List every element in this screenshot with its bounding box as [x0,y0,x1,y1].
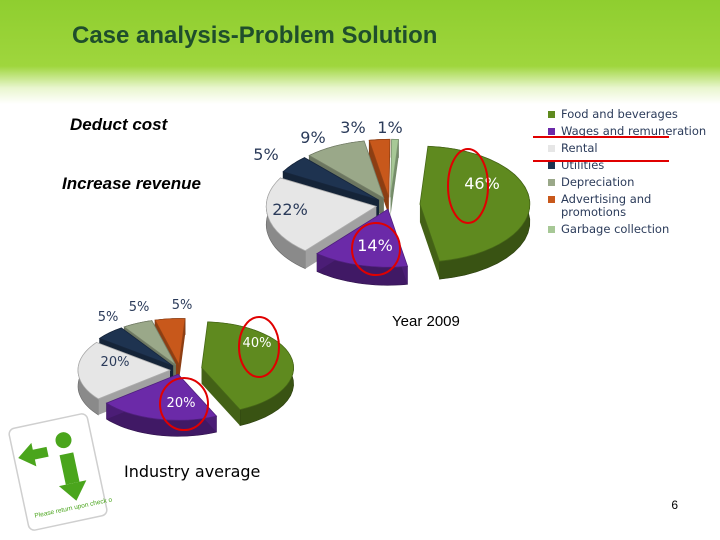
slice-label: 9% [300,128,325,147]
slice-wall [419,204,440,280]
info-icon: Please return upon check out [8,413,112,531]
slice-label: 1% [377,118,402,137]
caption-industry-average: Industry average [124,462,261,481]
pie-slice [154,318,186,366]
legend-item: Garbage collection [547,223,707,236]
left-arrow-icon [18,442,49,467]
note-deduct-cost: Deduct cost [70,115,168,134]
slice-wall [369,140,389,216]
slide-title: Case analysis-Problem Solution [72,22,438,49]
legend-label: Advertising and promotions [561,192,652,219]
highlight-circle [447,148,489,224]
legend-swatch [548,145,555,152]
pie-slice [98,327,174,367]
pie-slice [265,177,378,252]
legend-item: Advertising and promotions [547,193,707,219]
legend-swatch [548,196,555,203]
legend-item: Rental [547,142,707,155]
slice-label: 5% [98,310,119,325]
slice-wall [390,139,399,216]
legend-item: Wages and remuneration [547,125,707,138]
highlight-circle [351,222,401,276]
legend-item: Food and beverages [547,108,707,121]
caption-year-2009: Year 2009 [392,313,460,330]
pie-slice [282,157,380,201]
slice-label: 40% [243,336,272,351]
slice-label: 22% [272,200,308,219]
info-stem [59,452,80,485]
highlight-line-food [533,136,669,138]
slice-wall [179,318,186,381]
pie-slice [123,320,177,366]
legend-swatch [548,162,555,169]
legend-swatch [548,179,555,186]
legend-swatch [548,226,555,233]
legend-label: Garbage collection [561,222,670,236]
slice-label: 20% [101,355,130,370]
pie-slice [77,341,172,400]
slice-label: 3% [340,118,365,137]
slice-label: 46% [464,174,500,193]
down-arrow-icon [58,480,87,501]
pie-slice [201,321,294,411]
slice-label: 5% [129,300,150,315]
legend-swatch [548,128,555,135]
slice-label: 5% [253,145,278,164]
highlight-circle [159,377,209,431]
legend-label: Rental [561,141,598,155]
legend-item: Depreciation [547,176,707,189]
highlight-line-wages [533,160,669,162]
title-band [0,0,720,104]
legend-label: Depreciation [561,175,635,189]
pie-chart-0: 46% 14% 22% 5% 9% 3% 1% [253,118,531,286]
slice-label: 5% [172,298,193,313]
page-number: 6 [671,498,678,512]
slice-wall [201,367,240,426]
slice-label: 14% [357,236,393,255]
pie-chart-1: 40% 20% 20% 5% 5% 5% [77,298,294,437]
legend-label: Wages and remuneration [561,124,707,138]
pie-slice [419,145,531,262]
info-card [8,413,108,531]
legend-swatch [548,111,555,118]
legend-label: Food and beverages [561,107,678,121]
chart-legend: Food and beverages Wages and remuneratio… [547,108,707,240]
info-dot [55,432,72,449]
pie-slice [368,138,391,198]
note-increase-revenue: Increase revenue [62,174,201,193]
slice-label: 20% [167,396,196,411]
pie-slice [308,140,385,199]
highlight-circle [238,316,280,378]
pie-slice [390,138,399,198]
